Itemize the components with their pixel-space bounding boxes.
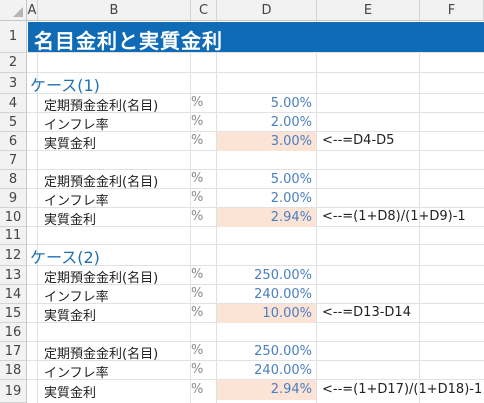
inflation-rate-label[interactable]: インフレ率 xyxy=(44,118,109,133)
nominal-rate-label[interactable]: 定期預金金利(名目) xyxy=(44,99,159,114)
unit-percent[interactable]: % xyxy=(191,171,204,186)
real-rate-value[interactable]: 2.94% xyxy=(217,380,316,400)
inflation-rate-value[interactable]: 2.00% xyxy=(270,191,312,206)
column-header-d[interactable]: D xyxy=(217,0,317,21)
unit-percent[interactable]: % xyxy=(191,343,204,358)
gridline xyxy=(27,360,484,361)
row-header-14[interactable]: 14 xyxy=(0,285,27,304)
inflation-rate-label[interactable]: インフレ率 xyxy=(44,290,109,305)
real-rate-label[interactable]: 実質金利 xyxy=(44,213,97,228)
select-all-corner[interactable] xyxy=(0,0,27,21)
unit-percent[interactable]: % xyxy=(191,362,204,377)
column-header-c[interactable]: C xyxy=(191,0,217,21)
title-bar[interactable] xyxy=(28,22,484,52)
unit-percent[interactable]: % xyxy=(191,133,204,148)
row-header-6[interactable]: 6 xyxy=(0,132,27,151)
column-header-f[interactable]: F xyxy=(420,0,484,21)
gridline xyxy=(27,379,484,380)
row-header-1[interactable]: 1 xyxy=(0,21,27,53)
gridline xyxy=(27,131,484,132)
real-rate-value[interactable]: 2.94% xyxy=(217,208,316,227)
column-header-b[interactable]: B xyxy=(38,0,191,21)
row-header-13[interactable]: 13 xyxy=(0,266,27,285)
gridline xyxy=(27,244,484,245)
gridline xyxy=(27,72,484,73)
unit-percent[interactable]: % xyxy=(191,114,204,129)
real-rate-value[interactable]: 10.00% xyxy=(217,304,316,323)
real-rate-label[interactable]: 実質金利 xyxy=(44,309,97,324)
case-2-heading[interactable]: ケース(2) xyxy=(30,248,100,267)
gridline xyxy=(27,341,484,342)
formula-note[interactable]: <--=(1+D8)/(1+D9)-1 xyxy=(322,209,466,224)
gridline xyxy=(37,21,38,403)
nominal-rate-value[interactable]: 250.00% xyxy=(254,344,312,359)
gridline xyxy=(190,21,191,403)
real-rate-label[interactable]: 実質金利 xyxy=(44,386,97,401)
row-header-8[interactable]: 8 xyxy=(0,170,27,189)
inflation-rate-label[interactable]: インフレ率 xyxy=(44,366,109,381)
select-all-triangle-icon xyxy=(13,7,23,17)
formula-note[interactable]: <--=(1+D17)/(1+D18)-1 xyxy=(322,382,483,397)
row-header-10[interactable]: 10 xyxy=(0,208,27,227)
row-header-17[interactable]: 17 xyxy=(0,342,27,361)
row-header-18[interactable]: 18 xyxy=(0,361,27,380)
gridline xyxy=(27,265,484,266)
row-header-16[interactable]: 16 xyxy=(0,323,27,342)
unit-percent[interactable]: % xyxy=(191,286,204,301)
formula-note[interactable]: <--=D4-D5 xyxy=(322,133,395,148)
gridline xyxy=(27,52,484,53)
sheet-title: 名目金利と実質金利 xyxy=(34,29,223,53)
column-header-a[interactable]: A xyxy=(27,0,38,21)
row-header-2[interactable]: 2 xyxy=(0,53,27,73)
gridline xyxy=(27,207,484,208)
gridline xyxy=(216,21,217,403)
case-1-heading[interactable]: ケース(1) xyxy=(30,76,100,95)
formula-note[interactable]: <--=D13-D14 xyxy=(322,305,411,320)
unit-percent[interactable]: % xyxy=(191,267,204,282)
nominal-rate-label[interactable]: 定期預金金利(名目) xyxy=(44,347,159,362)
column-header-e[interactable]: E xyxy=(317,0,420,21)
gridline xyxy=(27,303,484,304)
row-header-11[interactable]: 11 xyxy=(0,227,27,245)
unit-percent[interactable]: % xyxy=(191,190,204,205)
inflation-rate-value[interactable]: 240.00% xyxy=(254,363,312,378)
gridline xyxy=(27,169,484,170)
inflation-rate-value[interactable]: 240.00% xyxy=(254,287,312,302)
row-header-3[interactable]: 3 xyxy=(0,73,27,94)
row-header-5[interactable]: 5 xyxy=(0,113,27,132)
gridline xyxy=(27,284,484,285)
nominal-rate-label[interactable]: 定期預金金利(名目) xyxy=(44,271,159,286)
inflation-rate-label[interactable]: インフレ率 xyxy=(44,194,109,209)
row-header-4[interactable]: 4 xyxy=(0,94,27,113)
nominal-rate-value[interactable]: 250.00% xyxy=(254,268,312,283)
gridline xyxy=(316,21,317,403)
row-header-19[interactable]: 19 xyxy=(0,380,27,403)
row-header-12[interactable]: 12 xyxy=(0,245,27,266)
inflation-rate-value[interactable]: 2.00% xyxy=(270,115,312,130)
unit-percent[interactable]: % xyxy=(191,95,204,110)
nominal-rate-label[interactable]: 定期預金金利(名目) xyxy=(44,175,159,190)
gridline xyxy=(27,93,484,94)
real-rate-label[interactable]: 実質金利 xyxy=(44,137,97,152)
row-header-15[interactable]: 15 xyxy=(0,304,27,323)
row-header-7[interactable]: 7 xyxy=(0,151,27,170)
unit-percent[interactable]: % xyxy=(191,209,204,224)
gridline xyxy=(27,112,484,113)
nominal-rate-value[interactable]: 5.00% xyxy=(270,172,312,187)
nominal-rate-value[interactable]: 5.00% xyxy=(270,96,312,111)
unit-percent[interactable]: % xyxy=(191,305,204,320)
unit-percent[interactable]: % xyxy=(191,382,204,397)
row-header-9[interactable]: 9 xyxy=(0,189,27,208)
gridline xyxy=(27,188,484,189)
gridline xyxy=(419,21,420,403)
real-rate-value[interactable]: 3.00% xyxy=(217,132,316,151)
